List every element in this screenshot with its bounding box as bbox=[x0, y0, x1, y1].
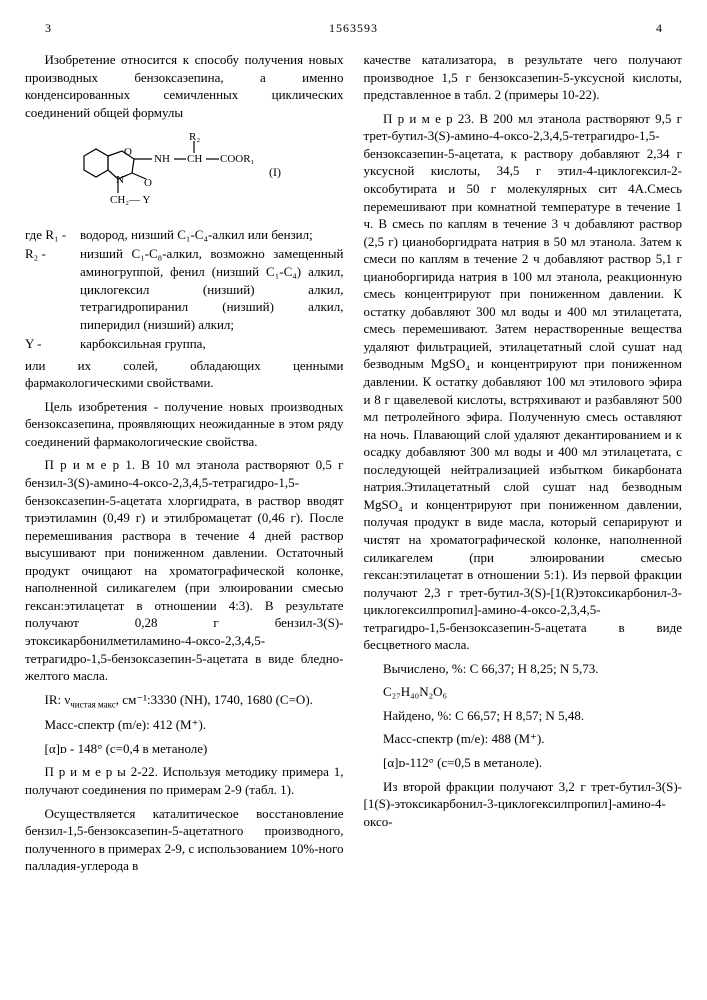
svg-text:COOR₁: COOR₁ bbox=[220, 153, 255, 165]
example23-text: П р и м е р 23. В 200 мл этанола раствор… bbox=[364, 110, 683, 654]
page-num-right: 4 bbox=[656, 20, 662, 36]
found: Найдено, %: С 66,57; Н 8,57; N 5,48. bbox=[364, 707, 683, 725]
chemical-formula: O N O NH CH COOR₁ R₂ CH₂— Y (I) bbox=[25, 131, 344, 216]
def-r2-text: низший C₁-C₈-алкил, возможно замещенный … bbox=[80, 245, 344, 333]
svg-text:CH: CH bbox=[187, 153, 202, 165]
optical-rotation-2: [α]ᴅ-112° (с=0,5 в метаноле). bbox=[364, 754, 683, 772]
optical-rotation: [α]ᴅ - 148° (с=0,4 в метаноле) bbox=[25, 740, 344, 758]
def-r2-label: R₂ - bbox=[25, 245, 80, 333]
goal-text: Цель изобретения - получение новых произ… bbox=[25, 398, 344, 451]
def-y-text: карбоксильная группа, bbox=[80, 335, 344, 353]
catalytic-text: Осуществляется каталитическое восстановл… bbox=[25, 805, 344, 875]
example1-text: П р и м е р 1. В 10 мл этанола растворяю… bbox=[25, 456, 344, 684]
right-column: качестве катализатора, в результате чего… bbox=[364, 51, 683, 881]
examples-2-22: П р и м е р ы 2-22. Используя методику п… bbox=[25, 763, 344, 798]
calculated: Вычислено, %: С 66,37; Н 8,25; N 5,73. bbox=[364, 660, 683, 678]
svg-text:NH: NH bbox=[154, 153, 170, 165]
svg-text:(I): (I) bbox=[269, 165, 281, 179]
def-r1-label: где R₁ - bbox=[25, 226, 80, 244]
svg-text:O: O bbox=[144, 177, 152, 189]
svg-text:N: N bbox=[116, 174, 124, 186]
def-y-label: Y - bbox=[25, 335, 80, 353]
definitions: где R₁ - водород, низший C₁-C₄-алкил или… bbox=[25, 226, 344, 353]
left-column: Изобретение относится к способу получени… bbox=[25, 51, 344, 881]
cont1-text: качестве катализатора, в результате чего… bbox=[364, 51, 683, 104]
ir-line: IR: νчистая макс, см⁻¹:3330 (NH), 1740, … bbox=[25, 691, 344, 711]
svg-text:O: O bbox=[124, 146, 132, 158]
svg-text:R₂: R₂ bbox=[189, 131, 200, 143]
empirical-formula: C₂₇H₄₀N₂O₆ bbox=[364, 683, 683, 701]
def-r1-text: водород, низший C₁-C₄-алкил или бензил; bbox=[80, 226, 344, 244]
intro-paragraph: Изобретение относится к способу получени… bbox=[25, 51, 344, 121]
page-header: 3 1563593 4 bbox=[25, 20, 682, 36]
svg-text:CH₂— Y: CH₂— Y bbox=[110, 194, 150, 206]
mass-spectrum: Масс-спектр (m/e): 412 (M⁺). bbox=[25, 716, 344, 734]
document-number: 1563593 bbox=[51, 20, 656, 36]
mass-spectrum-2: Масс-спектр (m/е): 488 (М⁺). bbox=[364, 730, 683, 748]
text-columns: Изобретение относится к способу получени… bbox=[25, 51, 682, 881]
fraction2-text: Из второй фракции получают 3,2 г трет-бу… bbox=[364, 778, 683, 831]
salts-text: или их солей, обладающих ценными фармако… bbox=[25, 357, 344, 392]
